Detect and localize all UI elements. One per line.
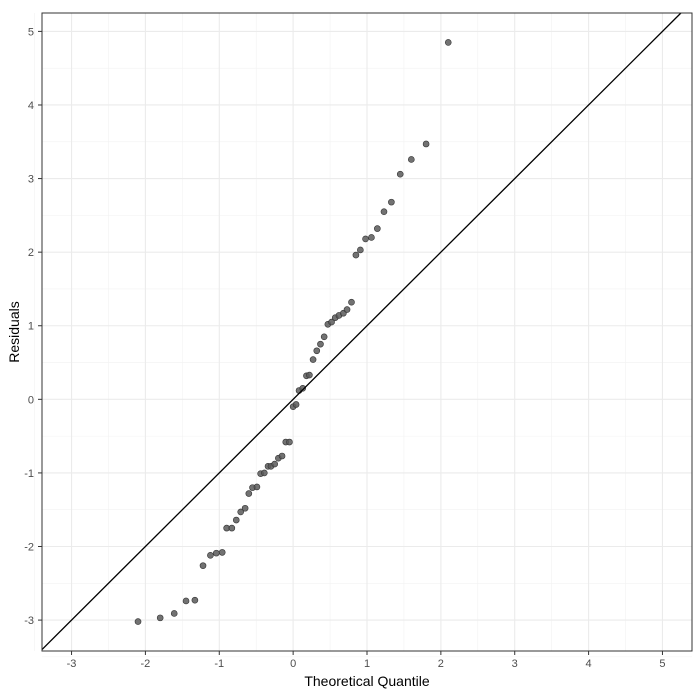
data-point <box>232 516 240 524</box>
data-point <box>396 170 404 178</box>
data-point <box>343 306 351 313</box>
data-point <box>199 562 207 569</box>
data-point <box>286 438 293 446</box>
y-tick-label: 0 <box>28 394 34 406</box>
y-tick-label: 4 <box>28 100 34 112</box>
minor-gridlines <box>34 13 692 658</box>
y-tick-label: -2 <box>24 542 34 554</box>
data-point <box>213 549 220 557</box>
data-point <box>228 524 236 532</box>
y-axis-ticks: -3 -2 -1 0 1 2 3 4 5 <box>24 26 42 627</box>
data-point <box>362 235 369 243</box>
data-point <box>380 208 388 215</box>
data-point <box>278 452 286 460</box>
x-tick-label: 0 <box>290 658 296 670</box>
x-tick-label: 4 <box>586 658 592 670</box>
y-tick-label: 5 <box>28 26 34 38</box>
data-point <box>408 156 415 163</box>
data-point <box>357 246 364 254</box>
data-point <box>388 198 395 206</box>
major-gridlines <box>42 13 692 651</box>
data-point <box>191 596 199 604</box>
data-point <box>218 549 226 556</box>
x-tick-label: -1 <box>214 658 224 670</box>
data-point <box>328 318 335 326</box>
data-point <box>368 234 375 241</box>
data-point <box>309 356 317 363</box>
data-point <box>306 371 313 379</box>
x-tick-label: -2 <box>141 658 151 670</box>
data-point <box>292 401 300 408</box>
y-tick-label: -3 <box>24 615 34 627</box>
y-tick-label: -1 <box>24 468 34 480</box>
data-point <box>299 384 307 392</box>
x-tick-label: -3 <box>67 658 77 670</box>
y-tick-label: 2 <box>28 247 34 259</box>
data-point <box>444 39 452 46</box>
reference-line <box>41 12 682 650</box>
data-points <box>134 39 452 625</box>
x-axis-title: Theoretical Quantile <box>304 673 430 689</box>
y-tick-label: 1 <box>28 321 34 333</box>
x-tick-label: 5 <box>659 658 665 670</box>
data-point <box>207 552 214 559</box>
data-point <box>271 460 278 468</box>
data-point <box>237 508 244 516</box>
x-tick-label: 3 <box>512 658 518 670</box>
x-axis-ticks: -3 -2 -1 0 1 2 3 4 5 <box>67 651 666 670</box>
x-tick-label: 2 <box>438 658 444 670</box>
data-point <box>182 597 190 605</box>
y-tick-label: 3 <box>28 174 34 186</box>
data-point <box>374 225 381 232</box>
data-point <box>170 610 178 617</box>
data-point <box>348 298 355 306</box>
x-tick-label: 1 <box>364 658 370 670</box>
data-point <box>320 333 328 341</box>
data-point <box>422 140 430 148</box>
data-point <box>253 483 261 491</box>
data-point <box>241 504 249 512</box>
y-axis-title: Residuals <box>6 301 22 362</box>
data-point <box>352 251 360 259</box>
data-point <box>261 469 268 477</box>
data-point <box>245 490 253 497</box>
data-point <box>156 614 164 622</box>
data-point <box>134 618 142 625</box>
data-point <box>313 347 321 355</box>
data-point <box>317 340 324 348</box>
